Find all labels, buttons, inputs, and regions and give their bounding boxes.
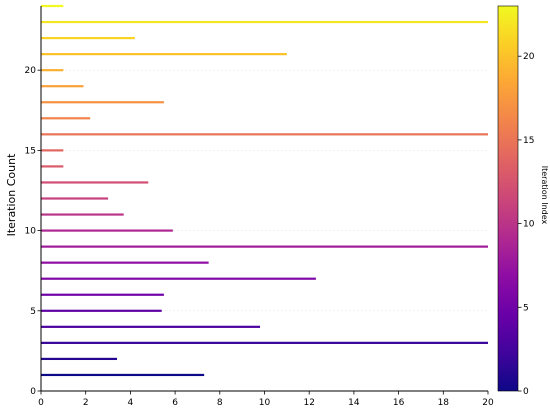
colorbar-tick-label: 0	[523, 387, 529, 397]
colorbar-tick-label: 20	[523, 52, 535, 62]
bar	[41, 293, 164, 296]
colorbar-tick-label: 15	[523, 136, 534, 146]
x-tick-label: 12	[303, 398, 314, 408]
bar	[41, 36, 135, 40]
bars	[41, 4, 488, 377]
grid-lines	[41, 69, 488, 312]
x-tick-label: 10	[259, 398, 271, 408]
bar	[41, 325, 261, 328]
colorbar-tick-label: 10	[523, 220, 535, 230]
bar	[41, 20, 488, 24]
bar	[41, 85, 84, 88]
y-axis-title: Iteration Count	[5, 153, 18, 237]
bar	[41, 373, 205, 377]
bar	[41, 117, 91, 120]
bar	[41, 357, 117, 361]
colorbar-tick-label: 5	[523, 303, 529, 313]
bar	[41, 165, 64, 168]
x-tick-label: 14	[348, 398, 360, 408]
x-ticks: 0 2 4 6 8 10 12 14 16 18 20	[38, 391, 494, 408]
bar	[41, 181, 149, 184]
bar	[41, 69, 64, 72]
bar	[41, 261, 209, 264]
x-tick-label: 4	[128, 398, 134, 408]
y-tick-label: 15	[25, 146, 36, 156]
y-tick-label: 0	[30, 387, 36, 397]
bar	[41, 101, 164, 104]
colorbar-ticks: 0 5 10 15 20	[518, 52, 535, 397]
bar	[41, 133, 488, 136]
colorbar-gradient	[497, 5, 519, 392]
bar	[41, 197, 109, 200]
x-tick-label: 2	[83, 398, 89, 408]
y-tick-label: 5	[30, 307, 36, 317]
bar	[41, 245, 488, 248]
bar	[41, 277, 316, 280]
bar	[41, 4, 64, 8]
x-tick-label: 20	[482, 398, 494, 408]
bar	[41, 229, 173, 232]
bar	[41, 149, 64, 152]
x-tick-label: 6	[172, 398, 178, 408]
x-tick-label: 8	[217, 398, 223, 408]
y-ticks: 0 5 10 15 20	[25, 66, 41, 397]
bar	[41, 309, 162, 312]
x-tick-label: 16	[393, 398, 405, 408]
bar	[41, 213, 124, 216]
y-tick-label: 20	[25, 66, 37, 76]
bar	[41, 53, 287, 56]
bar	[41, 341, 488, 344]
colorbar: 0 5 10 15 20 Iteration Index	[497, 5, 549, 397]
x-tick-label: 0	[38, 398, 44, 408]
x-tick-label: 18	[438, 398, 450, 408]
y-tick-label: 10	[25, 227, 37, 237]
colorbar-title: Iteration Index	[540, 166, 549, 225]
